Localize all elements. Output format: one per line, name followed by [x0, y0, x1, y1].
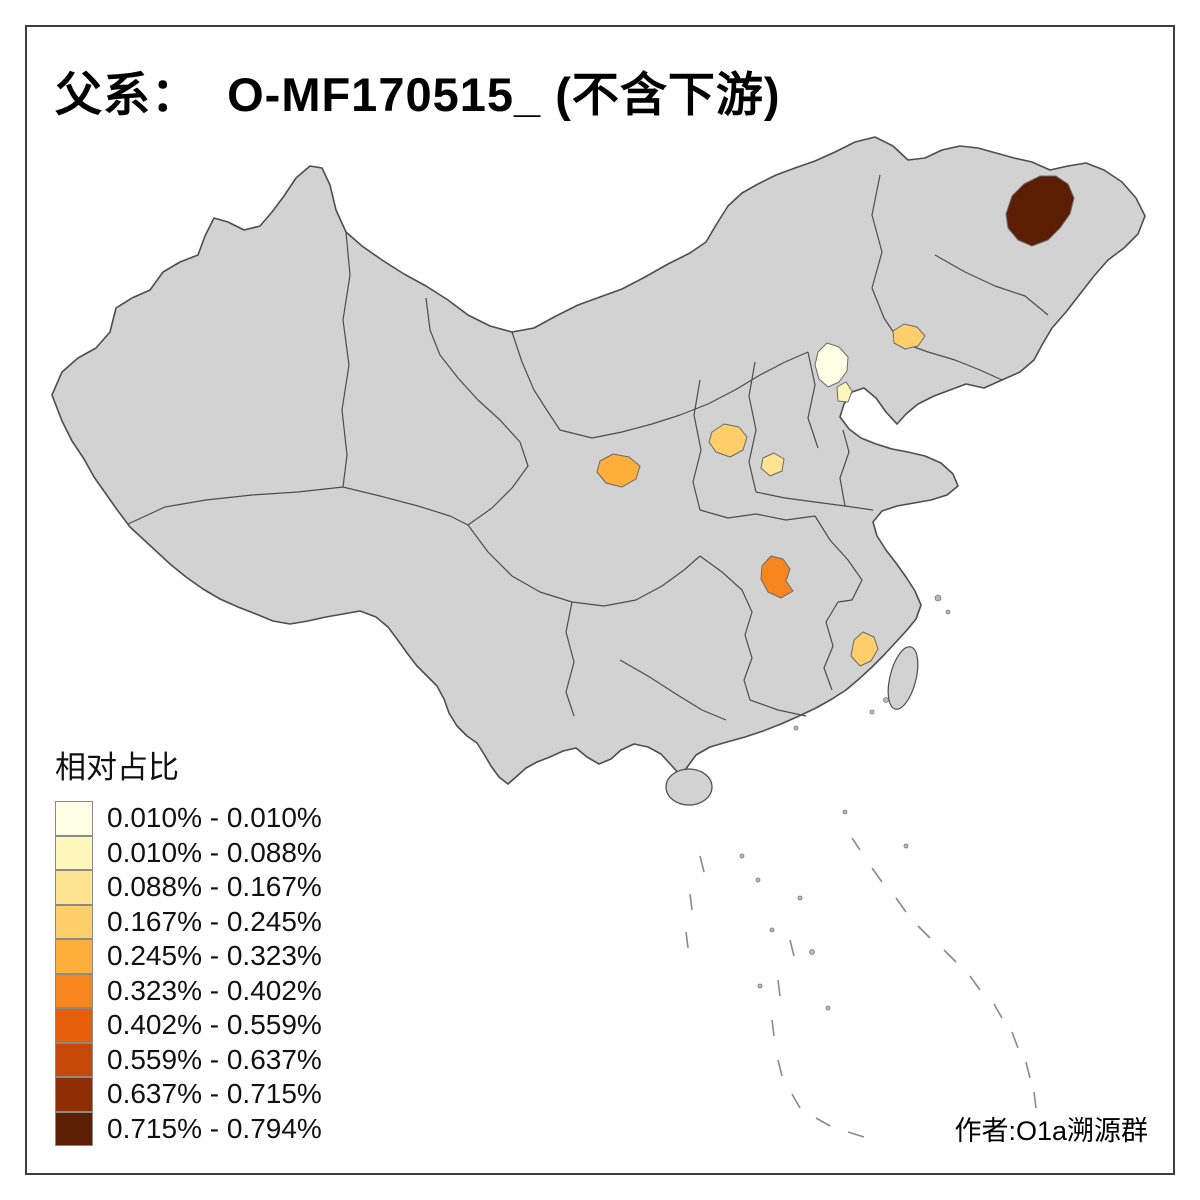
- legend-item: 0.559% - 0.637%: [55, 1042, 322, 1077]
- legend-label: 0.559% - 0.637%: [107, 1043, 322, 1075]
- legend-label: 0.715% - 0.794%: [107, 1112, 322, 1144]
- legend-item: 0.245% - 0.323%: [55, 939, 322, 974]
- legend-swatch: [55, 939, 93, 974]
- region-northeast-prefecture: [1005, 175, 1075, 247]
- legend-swatch: [55, 1008, 93, 1043]
- legend-label: 0.167% - 0.245%: [107, 905, 322, 937]
- island-specks: [739, 594, 951, 1011]
- legend-item: 0.323% - 0.402%: [55, 973, 322, 1008]
- hainan-island: [665, 768, 713, 806]
- region-henan-north: [760, 452, 785, 477]
- province-borders: [127, 174, 1049, 721]
- page-title: 父系： O-MF170515_ (不含下游): [55, 68, 781, 121]
- legend-item: 0.088% - 0.167%: [55, 870, 322, 905]
- legend-swatch: [55, 870, 93, 905]
- legend-item: 0.402% - 0.559%: [55, 1008, 322, 1043]
- legend-swatch: [55, 1111, 93, 1146]
- legend-swatch: [55, 835, 93, 870]
- legend-title: 相对占比: [55, 750, 179, 785]
- region-liaoning-coastal: [892, 323, 926, 350]
- legend-swatch: [55, 1042, 93, 1077]
- region-shaanxi-central: [596, 453, 641, 488]
- taiwan-island: [887, 646, 919, 710]
- legend-items: 0.010% - 0.010% 0.010% - 0.088% 0.088% -…: [55, 801, 322, 1146]
- region-tianjin: [836, 381, 853, 403]
- legend-label: 0.245% - 0.323%: [107, 940, 322, 972]
- legend-label: 0.010% - 0.010%: [107, 802, 322, 834]
- legend-swatch: [55, 904, 93, 939]
- legend-item: 0.715% - 0.794%: [55, 1111, 322, 1146]
- legend-item: 0.637% - 0.715%: [55, 1077, 322, 1112]
- legend-swatch: [55, 801, 93, 836]
- china-mainland: [51, 136, 1146, 785]
- sea-boundary-dashes: [685, 837, 1037, 1138]
- legend-item: 0.167% - 0.245%: [55, 904, 322, 939]
- legend-item: 0.010% - 0.010%: [55, 801, 322, 836]
- region-chongqing: [760, 555, 794, 599]
- legend-swatch: [55, 973, 93, 1008]
- region-fujian-coastal: [850, 631, 879, 667]
- legend-label: 0.323% - 0.402%: [107, 974, 322, 1006]
- legend-label: 0.402% - 0.559%: [107, 1009, 322, 1041]
- legend-label: 0.010% - 0.088%: [107, 836, 322, 868]
- region-shanxi-south: [708, 423, 748, 458]
- legend-label: 0.088% - 0.167%: [107, 871, 322, 903]
- author-credit: 作者:O1a溯源群: [954, 1116, 1148, 1146]
- legend-swatch: [55, 1077, 93, 1112]
- legend-item: 0.010% - 0.088%: [55, 835, 322, 870]
- region-beijing: [814, 342, 849, 388]
- legend-label: 0.637% - 0.715%: [107, 1078, 322, 1110]
- legend: 相对占比 0.010% - 0.010% 0.010% - 0.088% 0.0…: [55, 742, 322, 1146]
